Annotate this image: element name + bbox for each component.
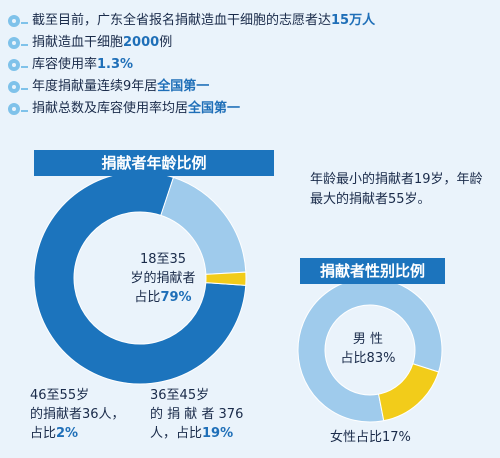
- share-value: 2%: [56, 426, 79, 441]
- bullet-highlight: 全国第一: [188, 101, 241, 116]
- bullet-text: 截至目前，广东全省报名捐献造血干细胞的志愿者达: [32, 13, 332, 28]
- share-prefix: 占比: [30, 426, 57, 441]
- share-prefix: 占比: [134, 290, 161, 305]
- bullet-highlight: 15万人: [331, 13, 376, 28]
- bullet-item: 年度捐献量连续9年居 全国第一: [8, 76, 496, 98]
- bullet-ring-icon: [8, 15, 28, 27]
- bullet-highlight: 全国第一: [157, 79, 210, 94]
- bullet-text: 捐献造血干细胞: [32, 35, 124, 50]
- share-prefix: 人，占比: [150, 426, 203, 441]
- bullet-item: 捐献造血干细胞 2000 例: [8, 32, 496, 54]
- label-line: 女性占比17%: [330, 430, 411, 445]
- label-line: 36至45岁: [150, 388, 210, 403]
- bullet-text: 捐献总数及库容使用率均居: [32, 101, 189, 116]
- bullet-item: 截至目前，广东全省报名捐献造血干细胞的志愿者达 15万人: [8, 10, 496, 32]
- slice-label-female: 女性占比17%: [330, 428, 450, 447]
- bullet-ring-icon: [8, 103, 28, 115]
- gender-donut-slice-1: [377, 363, 440, 422]
- highlights-list: 截至目前，广东全省报名捐献造血干细胞的志愿者达 15万人 捐献造血干细胞 2000 例…: [8, 10, 496, 120]
- bullet-item: 捐献总数及库容使用率均居 全国第一: [8, 98, 496, 120]
- slice-label-36-45: 36至45岁 的 捐 献 者 376 人，占比19%: [150, 386, 300, 443]
- label-line: 18至35: [139, 252, 187, 267]
- bullet-ring-icon: [8, 37, 28, 49]
- bullet-ring-icon: [8, 59, 28, 71]
- share-value: 19%: [202, 426, 234, 441]
- bullet-text: 年度捐献量连续9年居: [32, 79, 158, 94]
- slice-label-18-35: 18至35 岁的捐献者 占比79%: [118, 250, 208, 307]
- bullet-text: 库容使用率: [32, 57, 98, 72]
- label-line: 46至55岁: [30, 388, 90, 403]
- slice-label-46-55: 46至55岁 的捐献者36人， 占比2%: [30, 386, 150, 443]
- label-line: 的 捐 献 者 376: [150, 407, 244, 422]
- label-line: 的捐献者36人，: [30, 407, 125, 422]
- gender-donut-slice-0: [297, 277, 443, 423]
- bullet-suffix: 例: [159, 35, 173, 50]
- age-donut-slice-2: [205, 271, 247, 286]
- age-note: 年龄最小的捐献者19岁，年龄最大的捐献者55岁。: [310, 172, 483, 207]
- label-line: 男 性: [352, 332, 384, 347]
- share-value: 79%: [160, 290, 192, 305]
- bullet-ring-icon: [8, 81, 28, 93]
- age-chart-title: 捐献者年龄比例: [34, 150, 274, 176]
- share-value: 83%: [366, 351, 396, 366]
- bullet-item: 库容使用率 1.3%: [8, 54, 496, 76]
- bullet-highlight: 1.3%: [97, 57, 134, 72]
- bullet-highlight: 2000: [123, 35, 160, 50]
- label-line: 岁的捐献者: [130, 271, 196, 286]
- share-prefix: 占比: [340, 351, 367, 366]
- slice-label-male: 男 性 占比83%: [328, 330, 408, 368]
- gender-chart-title: 捐献者性别比例: [300, 258, 445, 284]
